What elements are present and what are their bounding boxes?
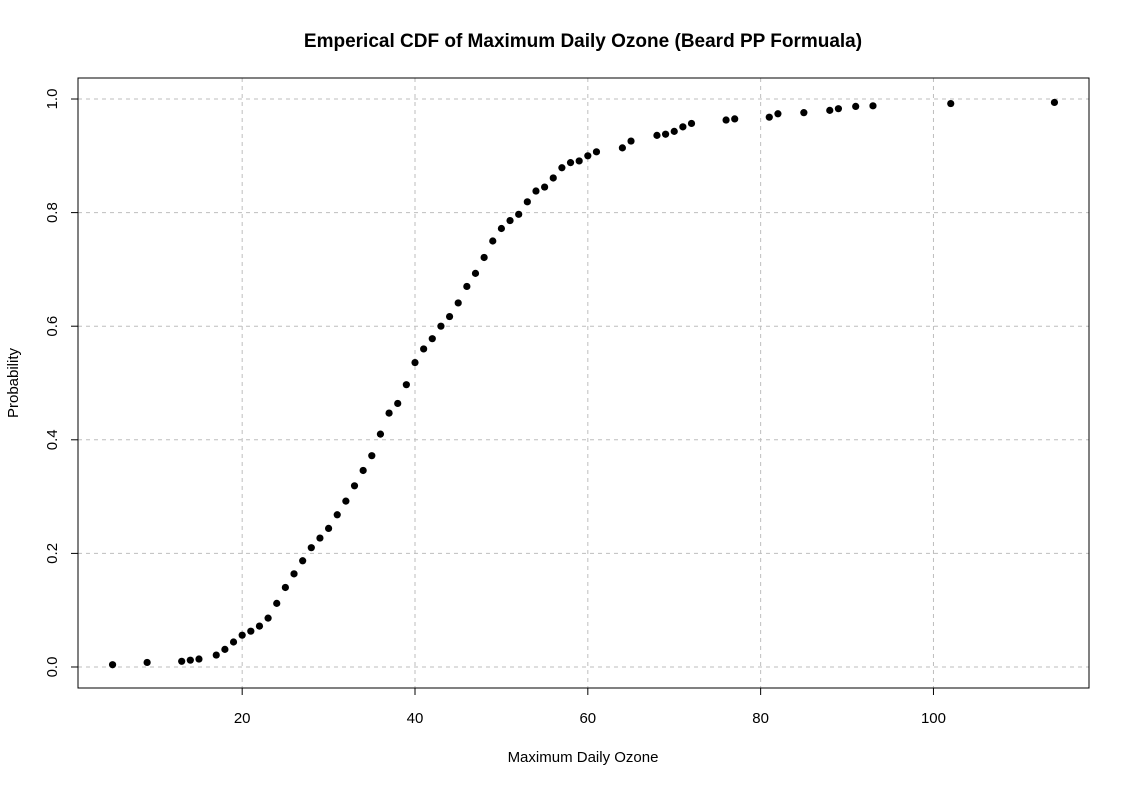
data-point xyxy=(428,335,436,343)
data-point xyxy=(618,144,626,152)
data-point xyxy=(549,174,557,182)
data-point xyxy=(264,614,272,622)
chart-title: Emperical CDF of Maximum Daily Ozone (Be… xyxy=(304,31,862,52)
data-point xyxy=(108,661,117,669)
data-point xyxy=(342,497,350,505)
data-point xyxy=(221,645,229,653)
data-point xyxy=(437,322,445,330)
plot-frame xyxy=(77,77,1090,689)
x-tick-label: 60 xyxy=(579,710,596,727)
points-layer xyxy=(108,98,1059,669)
data-point xyxy=(506,216,514,225)
data-point xyxy=(774,110,782,118)
y-tick-label: 1.0 xyxy=(44,89,61,110)
y-tick-label: 0.6 xyxy=(44,316,61,337)
data-point xyxy=(463,282,471,291)
data-point xyxy=(800,109,808,117)
data-point xyxy=(653,131,661,139)
data-point xyxy=(385,409,393,417)
data-point xyxy=(247,627,255,635)
data-point xyxy=(420,345,428,353)
data-point xyxy=(316,534,324,542)
data-point xyxy=(229,638,238,646)
data-point xyxy=(178,657,186,665)
data-point xyxy=(661,130,670,138)
data-point xyxy=(143,658,151,667)
data-point xyxy=(584,152,592,160)
y-tick-label: 0.0 xyxy=(44,657,61,678)
data-point xyxy=(255,622,264,630)
data-point xyxy=(368,452,376,460)
data-point xyxy=(826,106,834,114)
data-point xyxy=(212,651,220,659)
data-point xyxy=(281,583,289,592)
data-point xyxy=(480,253,488,262)
y-tick-label: 0.4 xyxy=(44,429,61,450)
data-point xyxy=(869,102,877,110)
data-point xyxy=(679,123,687,131)
data-point xyxy=(333,511,341,519)
x-tick-label: 80 xyxy=(752,710,769,727)
x-tick-label: 40 xyxy=(407,710,424,727)
data-point xyxy=(947,99,955,108)
data-point xyxy=(523,198,531,206)
data-point xyxy=(489,237,497,245)
data-point xyxy=(290,570,298,578)
x-tick-label: 100 xyxy=(921,710,946,727)
data-point xyxy=(376,430,385,438)
data-point xyxy=(627,137,635,145)
data-point xyxy=(532,187,540,195)
data-point xyxy=(834,105,843,113)
data-point xyxy=(350,482,359,490)
x-axis-title: Maximum Daily Ozone xyxy=(508,749,659,766)
axis-layer: 20 40 60 80 100 0.0 0.2 0.4 0.6 0.8 1.0 xyxy=(44,89,946,727)
data-point xyxy=(687,119,696,128)
data-point xyxy=(670,127,678,135)
data-point xyxy=(471,269,480,277)
data-point xyxy=(195,655,203,663)
data-point xyxy=(515,210,523,218)
x-tick-label: 20 xyxy=(234,710,251,727)
data-point xyxy=(324,524,333,533)
y-tick-label: 0.2 xyxy=(44,543,61,564)
y-tick-label: 0.8 xyxy=(44,202,61,223)
data-point xyxy=(765,113,773,121)
data-point xyxy=(307,544,315,552)
data-point xyxy=(273,599,281,607)
data-point xyxy=(186,656,194,664)
data-point xyxy=(541,183,549,191)
data-point xyxy=(1050,98,1059,107)
data-point xyxy=(852,102,860,110)
data-point xyxy=(359,466,367,475)
data-point xyxy=(731,115,739,123)
data-point xyxy=(299,557,307,565)
data-point xyxy=(402,381,410,389)
data-point xyxy=(558,164,566,172)
data-point xyxy=(497,224,506,233)
grid-layer xyxy=(78,78,1089,688)
data-point xyxy=(575,157,583,165)
data-point xyxy=(454,299,462,307)
data-point xyxy=(445,312,454,321)
data-point xyxy=(411,358,419,367)
data-point xyxy=(394,399,402,408)
data-point xyxy=(566,159,575,167)
data-point xyxy=(722,116,730,124)
data-point xyxy=(592,148,601,156)
y-axis-title: Probability xyxy=(5,347,22,418)
data-point xyxy=(238,631,246,639)
